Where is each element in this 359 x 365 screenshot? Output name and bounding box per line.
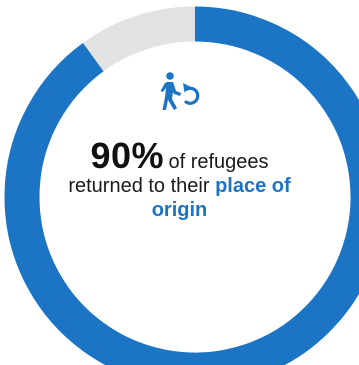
stat-headline: 90% of refugees <box>50 138 309 174</box>
stat-highlight-b: origin <box>151 199 208 221</box>
donut-slice-not-returned <box>83 6 196 72</box>
icon-container <box>50 70 309 114</box>
person-walking-with-return-arrow-icon <box>160 72 199 110</box>
stat-highlight-a: place of <box>215 175 291 197</box>
stat-text-part2: returned to their <box>68 175 210 197</box>
stat-text-line-2: returned to their place of <box>50 174 309 198</box>
center-content: 90% of refugees returned to their place … <box>50 70 309 222</box>
donut-slice-returned <box>4 6 359 365</box>
stat-text-part1: of refugees <box>168 151 269 173</box>
stat-text-line-3: origin <box>50 198 309 222</box>
percent-value: 90% <box>90 135 165 176</box>
